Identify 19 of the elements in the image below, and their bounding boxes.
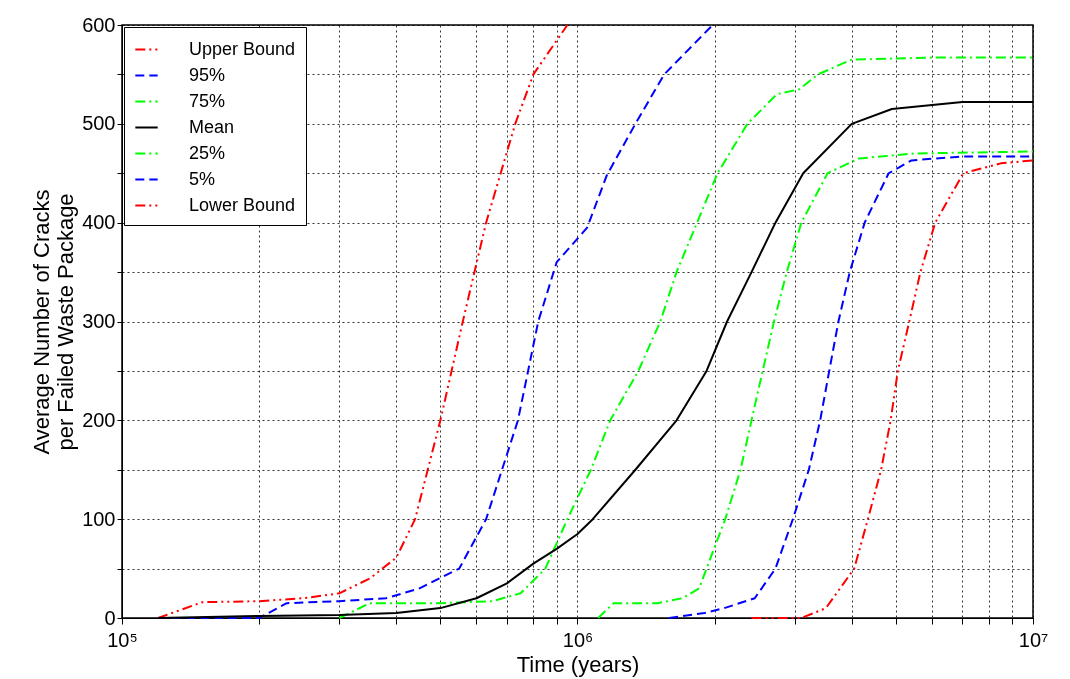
y-tick-label: 200: [82, 408, 116, 431]
y-tick-label: 0: [104, 606, 116, 629]
x-tick-label: 10⁵: [107, 628, 138, 651]
y-axis-title: Average Number of Cracks per Failed Waste Package: [29, 189, 79, 455]
legend-label: Lower Bound: [189, 194, 296, 215]
legend-label: Mean: [189, 116, 235, 137]
legend-label: 25%: [189, 142, 226, 163]
y-tick-label: 400: [82, 211, 116, 234]
x-tick-label: 10⁷: [1018, 628, 1049, 651]
y-tick-label: 100: [82, 507, 116, 530]
legend-label: Upper Bound: [189, 38, 296, 59]
y-tick-label: 300: [82, 310, 116, 332]
x-tick-label: 10⁶: [562, 628, 594, 651]
y-tick-label: 600: [82, 13, 116, 36]
legend-label: 5%: [189, 168, 216, 189]
legend-label: 75%: [189, 90, 226, 111]
y-tick-label: 500: [82, 112, 116, 135]
x-axis-title: Time (years): [516, 651, 640, 677]
legend-label: 95%: [189, 64, 226, 85]
